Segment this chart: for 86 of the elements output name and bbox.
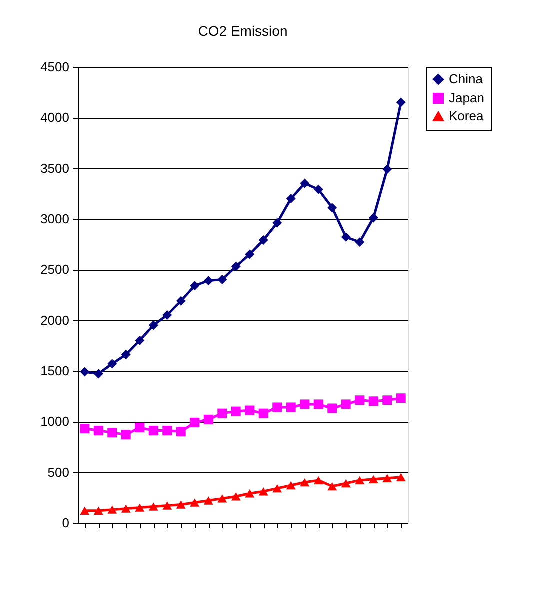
point (135, 504, 145, 512)
point (204, 276, 214, 286)
legend-label: China (449, 72, 484, 86)
point (80, 506, 90, 515)
point (314, 184, 324, 194)
point (94, 369, 104, 379)
point (314, 400, 324, 410)
point (286, 194, 296, 204)
point (314, 476, 324, 485)
point (176, 296, 186, 306)
point (231, 262, 241, 272)
point (148, 502, 158, 511)
point (396, 473, 406, 482)
point (286, 402, 296, 412)
point (148, 320, 158, 330)
point (272, 484, 282, 493)
point (328, 482, 338, 491)
point (328, 203, 338, 213)
y-tick-label: 2000 (40, 312, 70, 328)
point (80, 424, 90, 434)
point (108, 359, 118, 369)
point (121, 430, 131, 440)
point (328, 404, 338, 414)
point (204, 496, 214, 505)
point (300, 400, 310, 410)
point (121, 350, 131, 360)
y-tick-label: 4500 (40, 60, 70, 74)
point (94, 426, 104, 436)
legend-label: Korea (449, 108, 484, 124)
point (162, 502, 172, 510)
point (272, 402, 282, 412)
point (80, 367, 90, 377)
point (300, 478, 310, 487)
point (231, 492, 241, 501)
point (162, 310, 172, 320)
point (190, 498, 200, 507)
point (218, 275, 228, 285)
point (176, 500, 186, 509)
point (258, 408, 268, 418)
point (108, 428, 118, 438)
point (218, 494, 228, 503)
point (245, 490, 255, 498)
y-tick-label: 1500 (40, 364, 70, 378)
point (135, 336, 145, 346)
y-tick-label: 2500 (40, 262, 70, 278)
point (148, 426, 158, 436)
point (396, 98, 406, 108)
point (286, 481, 296, 490)
point (368, 396, 378, 406)
point (245, 406, 255, 416)
point (245, 250, 255, 260)
point (341, 232, 351, 242)
point (382, 474, 392, 483)
point (300, 178, 310, 188)
point (135, 423, 145, 432)
point (121, 504, 131, 513)
point (382, 396, 392, 406)
point (108, 506, 118, 514)
chart-title: CO2 Emission (198, 23, 288, 39)
point (231, 406, 241, 416)
point (258, 236, 268, 246)
point (368, 213, 378, 223)
legend-label: Japan (449, 90, 484, 106)
point (272, 218, 282, 228)
point (396, 394, 406, 404)
point (218, 408, 228, 418)
point (382, 164, 392, 174)
point (341, 400, 351, 410)
point (162, 426, 172, 436)
point (176, 427, 186, 437)
y-tick-label: 3500 (40, 160, 70, 176)
point (190, 418, 200, 428)
point (355, 238, 365, 248)
y-tick-label: 500 (48, 464, 70, 480)
point (341, 479, 351, 488)
point (204, 414, 214, 424)
y-tick-label: 0 (62, 516, 70, 530)
point (190, 281, 200, 291)
point (94, 506, 104, 515)
point (258, 487, 268, 496)
point (355, 396, 365, 406)
y-tick-label: 3000 (40, 212, 70, 226)
y-tick-label: 4000 (40, 110, 70, 126)
y-tick-label: 1000 (40, 414, 70, 430)
point (355, 476, 365, 485)
point (368, 475, 378, 484)
